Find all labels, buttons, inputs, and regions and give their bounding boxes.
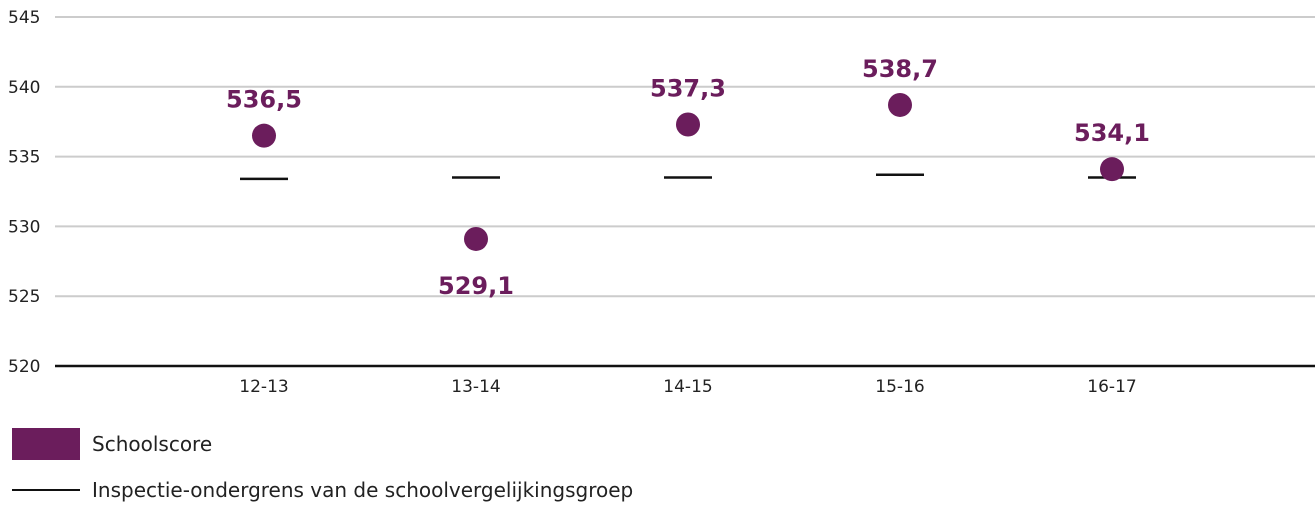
y-tick-label: 540 xyxy=(8,78,40,98)
data-label: 536,5 xyxy=(226,86,302,114)
score-point xyxy=(1100,157,1124,182)
y-tick-label: 535 xyxy=(8,148,40,168)
threshold-marks xyxy=(240,173,1136,181)
legend-label-schoolscore: Schoolscore xyxy=(92,432,213,456)
y-tick-label: 520 xyxy=(8,357,40,377)
data-labels: 536,5 529,1 537,3 538,7 534,1 xyxy=(226,55,1150,300)
y-tick-label: 525 xyxy=(8,287,40,307)
score-point xyxy=(464,226,488,251)
y-axis-ticks: 520 525 530 535 540 545 xyxy=(8,8,40,377)
y-tick-label: 545 xyxy=(8,8,40,28)
score-point xyxy=(888,92,912,117)
legend-swatch-schoolscore xyxy=(12,428,80,460)
x-tick-label: 14-15 xyxy=(663,377,712,397)
score-point xyxy=(252,123,276,148)
legend-swatch-ondergrens xyxy=(12,489,80,491)
legend-item-ondergrens: Inspectie-ondergrens van de schoolvergel… xyxy=(12,478,633,502)
score-point xyxy=(676,112,700,137)
legend-label-ondergrens: Inspectie-ondergrens van de schoolvergel… xyxy=(92,478,634,502)
gridlines xyxy=(55,16,1315,368)
x-tick-label: 13-14 xyxy=(451,377,500,397)
data-label: 529,1 xyxy=(438,272,514,300)
y-tick-label: 530 xyxy=(8,217,40,237)
data-label: 537,3 xyxy=(650,74,726,102)
x-tick-label: 12-13 xyxy=(239,377,288,397)
data-label: 534,1 xyxy=(1074,119,1150,147)
score-points xyxy=(252,92,1124,251)
x-tick-label: 16-17 xyxy=(1087,377,1136,397)
legend-item-schoolscore: Schoolscore xyxy=(12,428,212,460)
data-label: 538,7 xyxy=(862,55,938,83)
x-tick-label: 15-16 xyxy=(875,377,924,397)
x-axis-ticks: 12-13 13-14 14-15 15-16 16-17 xyxy=(239,377,1136,397)
